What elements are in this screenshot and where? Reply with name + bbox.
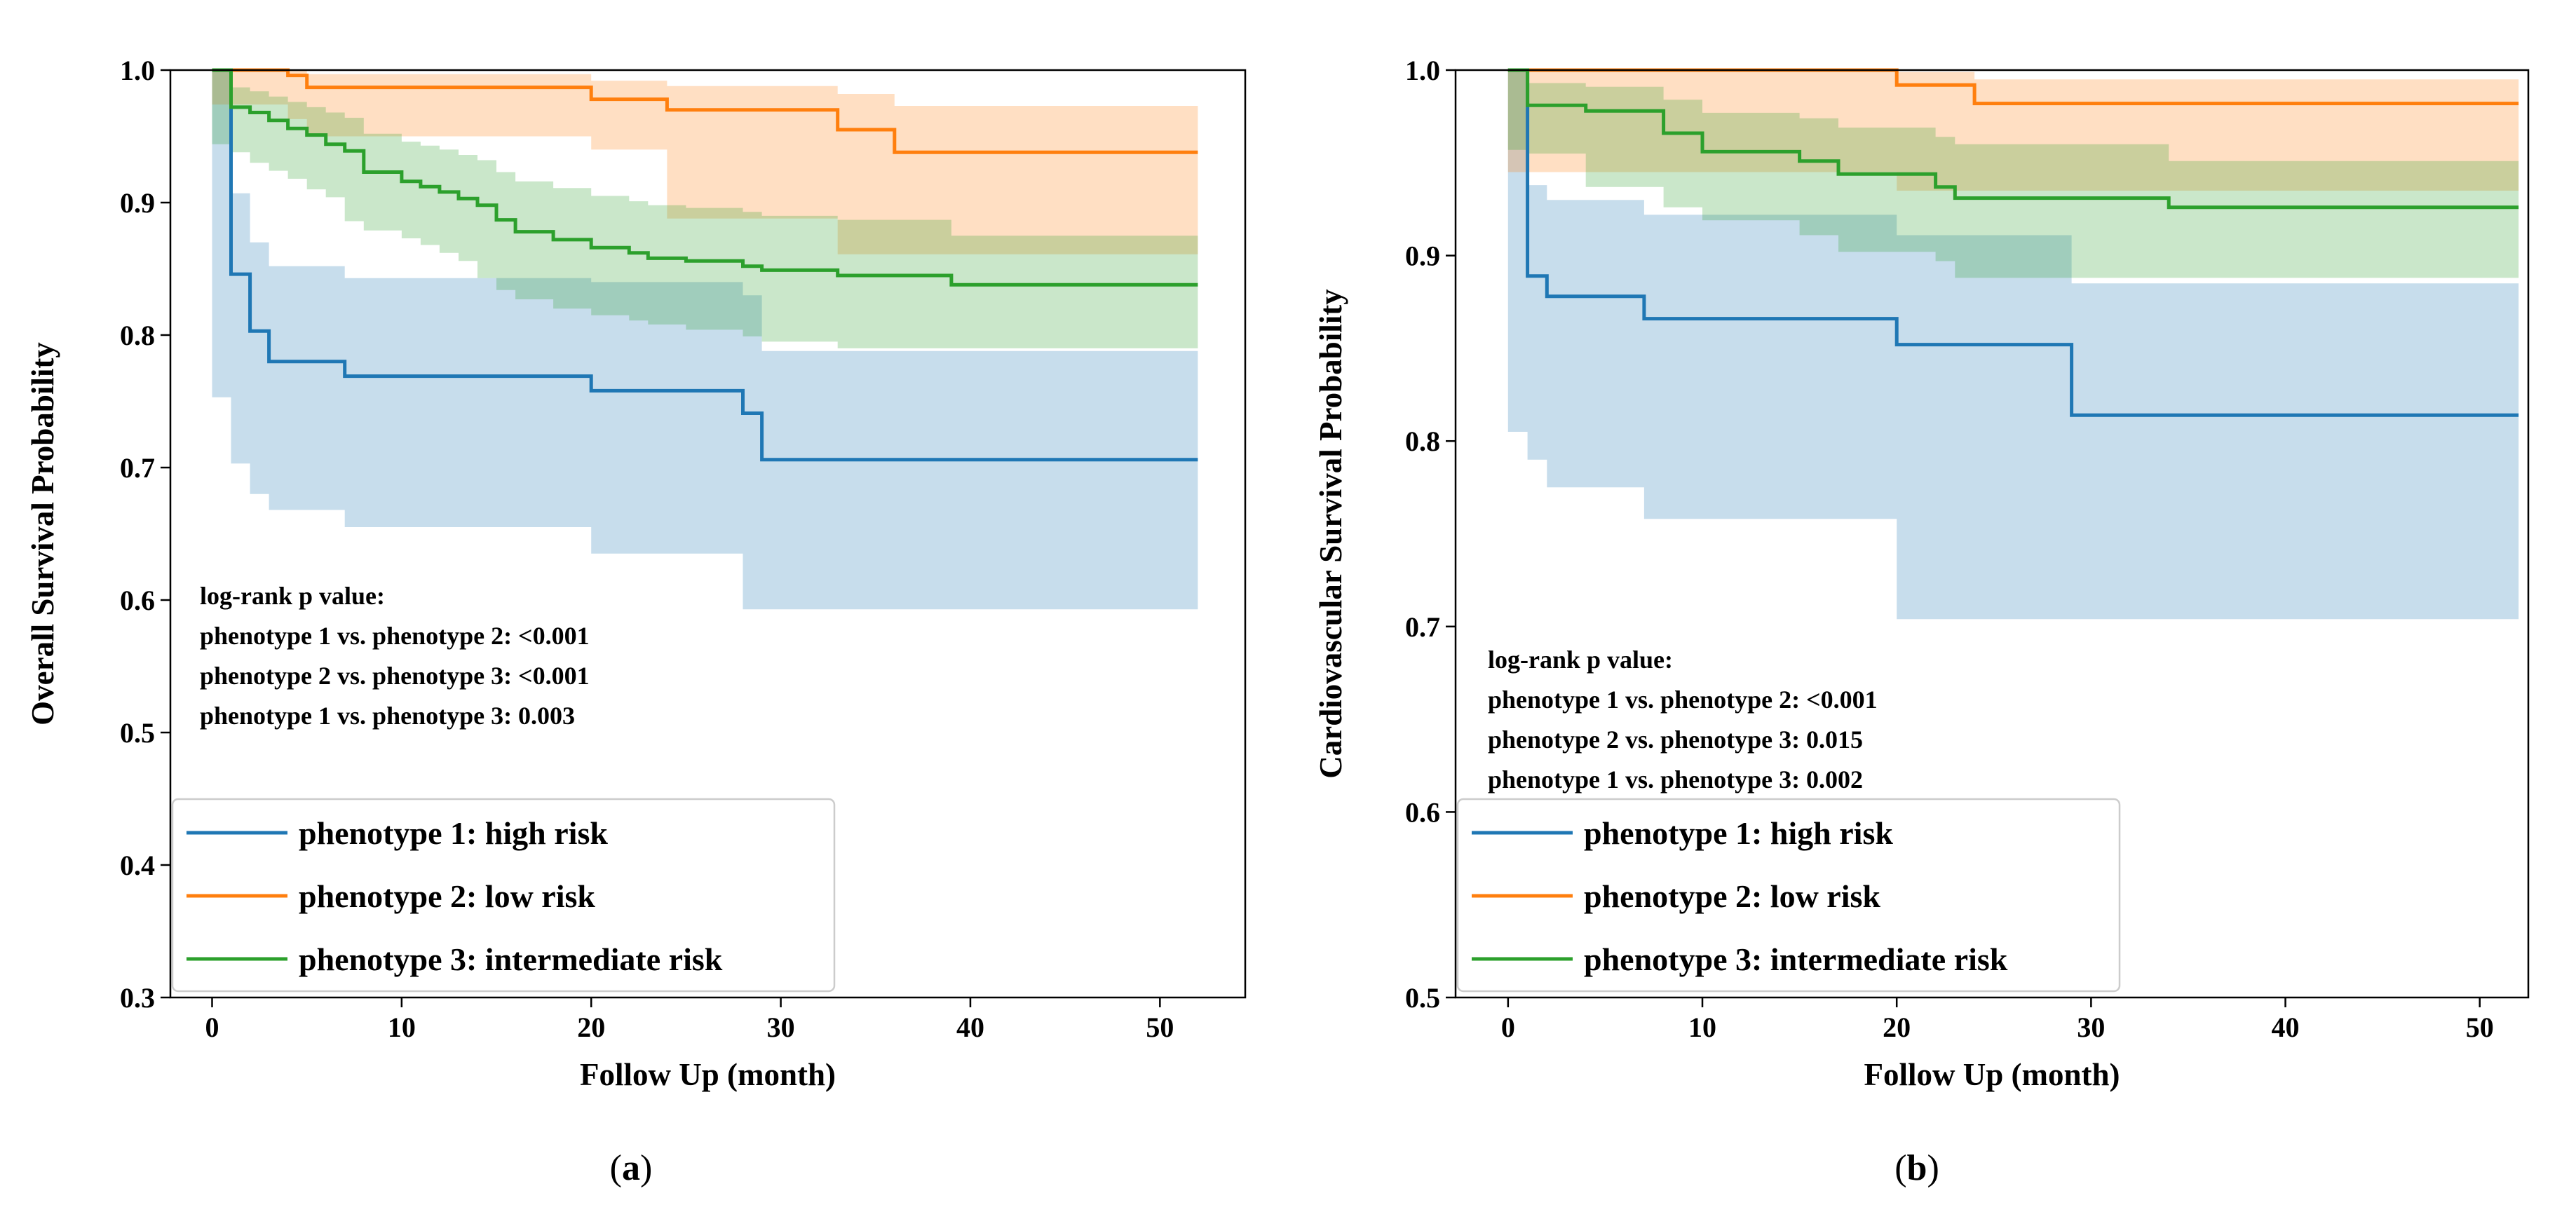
panel-caption: (a) bbox=[610, 1148, 653, 1188]
legend-label-2: phenotype 2: low risk bbox=[1584, 878, 1880, 914]
x-tick-label: 40 bbox=[2272, 1012, 2300, 1043]
y-tick-label: 0.6 bbox=[120, 585, 155, 616]
survival-line-1 bbox=[1507, 68, 2519, 417]
plot-frame bbox=[169, 69, 1247, 999]
x-tick-label: 30 bbox=[2077, 1012, 2105, 1043]
confidence-band-2 bbox=[212, 70, 1198, 254]
x-axis-label: Follow Up (month) bbox=[1864, 1057, 2120, 1092]
caption-paren: ) bbox=[640, 1148, 652, 1188]
caption-paren: ( bbox=[610, 1148, 622, 1188]
annotation-line: phenotype 1 vs. phenotype 3: 0.002 bbox=[1488, 765, 1863, 794]
y-tick-label: 1.0 bbox=[1405, 55, 1440, 86]
panel-caption: (b) bbox=[1894, 1148, 1939, 1188]
y-tick-label: 0.8 bbox=[1405, 425, 1440, 457]
x-tick-label: 40 bbox=[956, 1012, 984, 1043]
y-tick-label: 0.5 bbox=[1405, 982, 1440, 1014]
y-tick-label: 0.5 bbox=[120, 717, 155, 749]
survival-line-1 bbox=[212, 68, 1198, 462]
y-tick-label: 0.9 bbox=[120, 187, 155, 219]
y-tick-label: 0.4 bbox=[120, 850, 155, 881]
x-tick-label: 0 bbox=[1501, 1012, 1515, 1043]
legend-label-3: phenotype 3: intermediate risk bbox=[299, 941, 723, 977]
y-tick-label: 1.0 bbox=[120, 55, 155, 86]
caption-letter: a bbox=[622, 1148, 640, 1188]
x-tick-label: 20 bbox=[577, 1012, 605, 1043]
legend-label-2: phenotype 2: low risk bbox=[299, 878, 595, 914]
survival-line-2 bbox=[212, 68, 1198, 154]
caption-paren: ) bbox=[1927, 1148, 1939, 1188]
annotation-title: log-rank p value: bbox=[200, 582, 385, 610]
confidence-band-3 bbox=[1507, 70, 2519, 278]
chart-panel-b: 0 10 20 30 40 50 0.5 0.6 0.7 0.8 0.9 1.0 Follow Up (… bbox=[1313, 55, 2530, 1188]
legend-box bbox=[1456, 798, 2121, 993]
legend-label-3: phenotype 3: intermediate risk bbox=[1584, 941, 2008, 977]
annotation-line: phenotype 2 vs. phenotype 3: 0.015 bbox=[1488, 726, 1863, 754]
x-axis-label: Follow Up (month) bbox=[580, 1057, 836, 1092]
confidence-band-1 bbox=[212, 70, 1198, 610]
confidence-band-2 bbox=[1507, 70, 2519, 191]
x-tick-label: 10 bbox=[1688, 1012, 1716, 1043]
x-tick-label: 50 bbox=[1146, 1012, 1174, 1043]
legend-label-1: phenotype 1: high risk bbox=[1584, 815, 1893, 851]
annotation-line: phenotype 1 vs. phenotype 2: <0.001 bbox=[200, 622, 590, 650]
annotation-line: phenotype 1 vs. phenotype 2: <0.001 bbox=[1488, 686, 1878, 714]
legend-label-1: phenotype 1: high risk bbox=[299, 815, 608, 851]
annotation-line: phenotype 2 vs. phenotype 3: <0.001 bbox=[200, 662, 590, 690]
legend: phenotype 1: high risk phenotype 2: low r… bbox=[171, 798, 836, 993]
y-tick-label: 0.6 bbox=[1405, 796, 1440, 828]
y-tick-label: 0.8 bbox=[120, 320, 155, 351]
plot-frame bbox=[1454, 69, 2530, 999]
y-tick-label: 0.7 bbox=[1405, 611, 1440, 643]
y-tick-label: 0.3 bbox=[120, 982, 155, 1014]
legend: phenotype 1: high risk phenotype 2: low r… bbox=[1456, 798, 2121, 993]
y-tick-label: 0.7 bbox=[120, 452, 155, 484]
survival-line-3 bbox=[212, 68, 1198, 287]
x-tick-label: 20 bbox=[1883, 1012, 1911, 1043]
caption-paren: ( bbox=[1894, 1148, 1906, 1188]
x-tick-label: 10 bbox=[388, 1012, 416, 1043]
legend-box bbox=[171, 798, 836, 993]
y-tick-label: 0.9 bbox=[1405, 240, 1440, 272]
chart-panel-a: 0 10 20 30 40 50 0.3 0.4 0.5 0.6 0.7 0.8 0.9 1.0 Follo… bbox=[25, 55, 1247, 1188]
annotation-line: phenotype 1 vs. phenotype 3: 0.003 bbox=[200, 702, 575, 730]
y-axis-label: Overall Survival Probability bbox=[25, 342, 60, 726]
annotation-title: log-rank p value: bbox=[1488, 646, 1673, 674]
x-tick-label: 50 bbox=[2466, 1012, 2494, 1043]
x-tick-label: 0 bbox=[205, 1012, 219, 1043]
caption-letter: b bbox=[1907, 1148, 1927, 1188]
survival-line-3 bbox=[1507, 68, 2519, 210]
x-tick-label: 30 bbox=[767, 1012, 795, 1043]
y-axis-label: Cardiovascular Survival Probability bbox=[1313, 289, 1348, 779]
